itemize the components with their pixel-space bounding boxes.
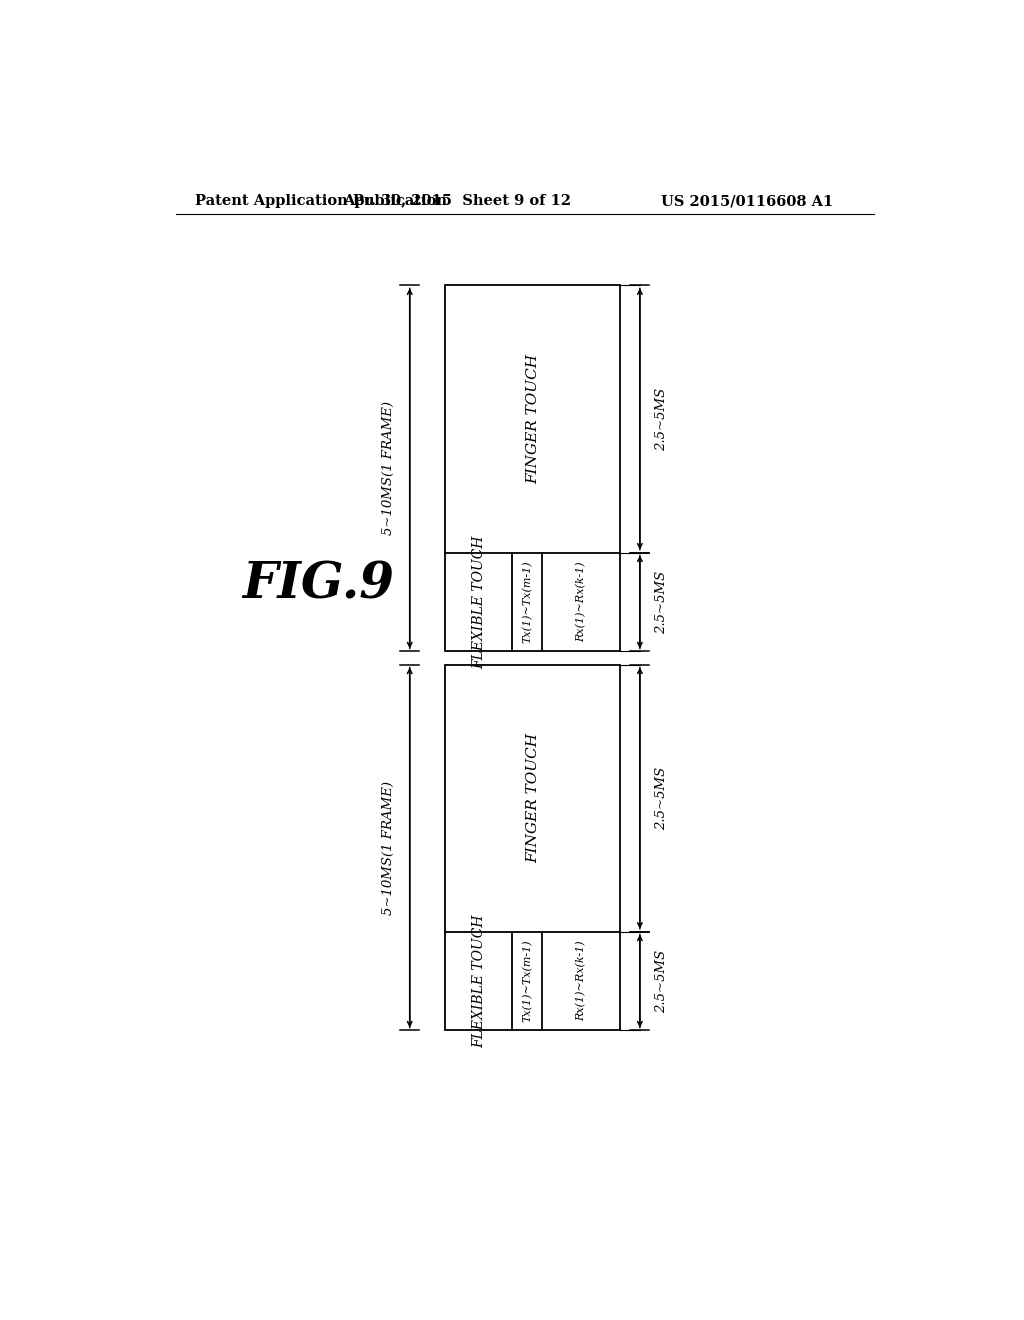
- Text: FINGER TOUCH: FINGER TOUCH: [525, 354, 540, 484]
- Bar: [445, 664, 621, 1031]
- Bar: [445, 285, 621, 651]
- Text: 2.5~5MS: 2.5~5MS: [654, 570, 668, 634]
- Text: 2.5~5MS: 2.5~5MS: [654, 387, 668, 450]
- Text: 2.5~5MS: 2.5~5MS: [654, 949, 668, 1012]
- Text: Patent Application Publication: Patent Application Publication: [196, 194, 447, 209]
- Text: Rx(1)~Rx(k-1): Rx(1)~Rx(k-1): [575, 561, 587, 643]
- Text: 5~10MS(1 FRAME): 5~10MS(1 FRAME): [382, 780, 395, 915]
- Text: Rx(1)~Rx(k-1): Rx(1)~Rx(k-1): [575, 941, 587, 1022]
- Text: FINGER TOUCH: FINGER TOUCH: [525, 733, 540, 863]
- Text: FIG.9: FIG.9: [243, 561, 394, 610]
- Text: 5~10MS(1 FRAME): 5~10MS(1 FRAME): [382, 401, 395, 536]
- Text: FLEXIBLE TOUCH: FLEXIBLE TOUCH: [472, 535, 485, 669]
- Text: 2.5~5MS: 2.5~5MS: [654, 767, 668, 830]
- Text: Tx(1)~Tx(m-1): Tx(1)~Tx(m-1): [522, 561, 532, 643]
- Text: Tx(1)~Tx(m-1): Tx(1)~Tx(m-1): [522, 940, 532, 1023]
- Text: Apr. 30, 2015  Sheet 9 of 12: Apr. 30, 2015 Sheet 9 of 12: [343, 194, 571, 209]
- Text: US 2015/0116608 A1: US 2015/0116608 A1: [660, 194, 834, 209]
- Text: FLEXIBLE TOUCH: FLEXIBLE TOUCH: [472, 915, 485, 1048]
